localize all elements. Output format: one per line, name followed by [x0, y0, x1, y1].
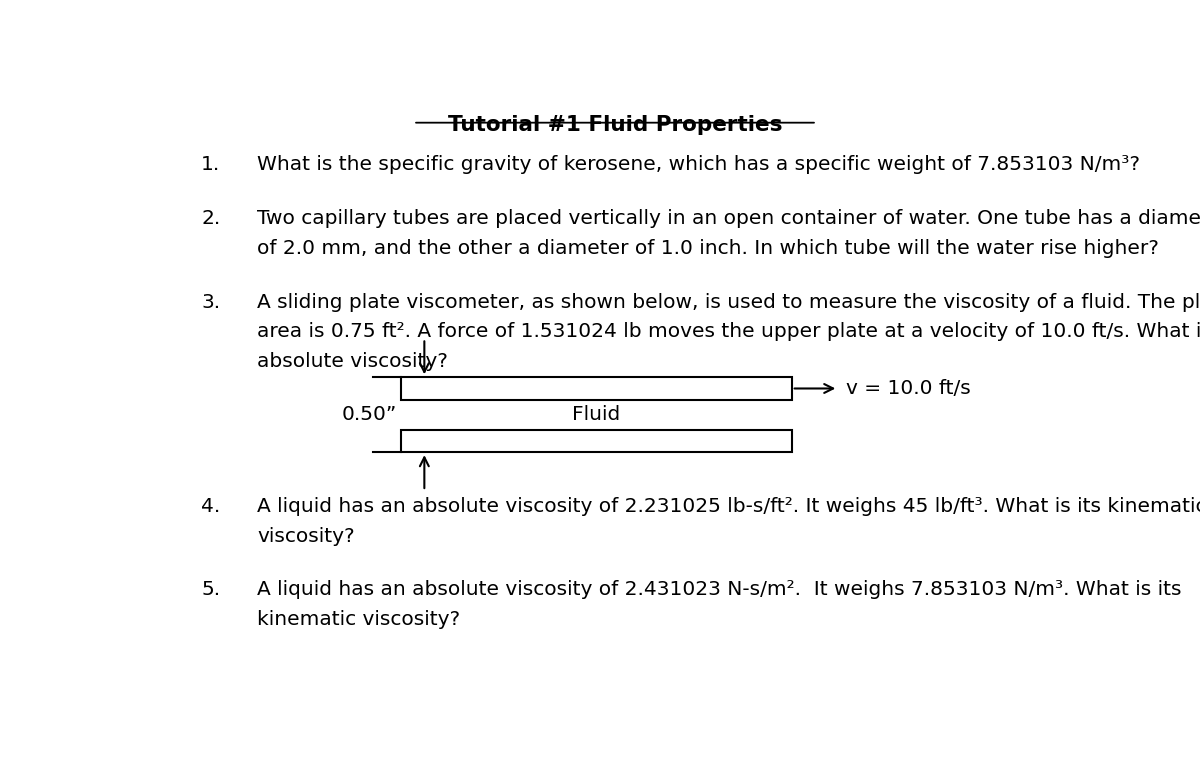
Text: 5.: 5.: [202, 580, 221, 599]
Bar: [401, 377, 792, 400]
Text: Tutorial #1 Fluid Properties: Tutorial #1 Fluid Properties: [448, 115, 782, 135]
Text: Two capillary tubes are placed vertically in an open container of water. One tub: Two capillary tubes are placed verticall…: [257, 209, 1200, 228]
Text: of 2.0 mm, and the other a diameter of 1.0 inch. In which tube will the water ri: of 2.0 mm, and the other a diameter of 1…: [257, 239, 1159, 258]
Text: 2.: 2.: [202, 209, 221, 228]
Bar: [401, 430, 792, 452]
Text: viscosity?: viscosity?: [257, 527, 354, 546]
Text: What is the specific gravity of kerosene, which has a specific weight of 7.85310: What is the specific gravity of kerosene…: [257, 156, 1140, 174]
Text: A liquid has an absolute viscosity of 2.431023 N-s/m².  It weighs 7.853103 N/m³.: A liquid has an absolute viscosity of 2.…: [257, 580, 1182, 599]
Text: absolute viscosity?: absolute viscosity?: [257, 352, 448, 371]
Text: 3.: 3.: [202, 293, 221, 311]
Text: 0.50”: 0.50”: [341, 406, 396, 424]
Text: v = 10.0 ft/s: v = 10.0 ft/s: [846, 379, 971, 398]
Text: kinematic viscosity?: kinematic viscosity?: [257, 610, 460, 629]
Text: Fluid: Fluid: [572, 406, 620, 424]
Text: 4.: 4.: [202, 497, 221, 516]
Text: area is 0.75 ft². A force of 1.531024 lb moves the upper plate at a velocity of : area is 0.75 ft². A force of 1.531024 lb…: [257, 322, 1200, 341]
Text: 1.: 1.: [202, 156, 221, 174]
Text: A liquid has an absolute viscosity of 2.231025 lb-s/ft². It weighs 45 lb/ft³. Wh: A liquid has an absolute viscosity of 2.…: [257, 497, 1200, 516]
Text: A sliding plate viscometer, as shown below, is used to measure the viscosity of : A sliding plate viscometer, as shown bel…: [257, 293, 1200, 311]
